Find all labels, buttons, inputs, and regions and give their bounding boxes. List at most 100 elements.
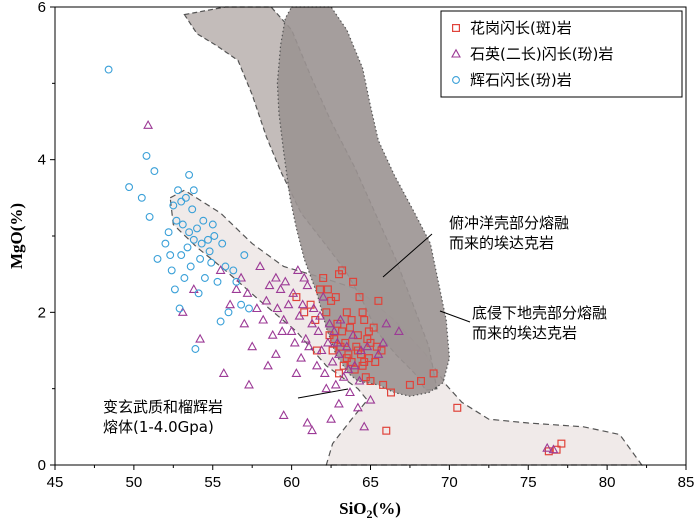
point-triangle	[321, 383, 332, 393]
point-square	[342, 308, 351, 317]
field-metabasalt_amphibolite_melt	[169, 189, 643, 466]
point-triangle	[308, 303, 319, 313]
x-axis-title: SiO2(%)	[339, 499, 401, 521]
point-triangle	[244, 379, 254, 389]
point-square	[371, 358, 380, 367]
point-square	[557, 439, 566, 448]
point-triangle	[359, 421, 370, 431]
point-square	[331, 293, 340, 302]
point-circle	[175, 304, 184, 313]
point-circle	[200, 274, 209, 282]
point-triangle	[548, 444, 559, 454]
point-triangle	[231, 284, 242, 293]
point-triangle	[261, 295, 272, 305]
point-circle	[194, 289, 203, 298]
leader-line-slab	[382, 233, 433, 278]
point-circle	[205, 247, 214, 256]
annotation-lower_crust: 底侵下地壳部分熔融而来的埃达克岩	[472, 304, 607, 342]
point-circle	[161, 239, 170, 248]
point-triangle	[247, 341, 258, 351]
legend-label: 辉石闪长(玢)岩	[470, 71, 572, 89]
point-triangle	[291, 368, 302, 377]
point-triangle	[278, 314, 289, 324]
point-circle	[210, 232, 219, 240]
annotation-slab: 俯冲洋壳部分熔融而来的埃达克岩	[449, 214, 569, 252]
point-square	[338, 327, 347, 336]
point-circle	[183, 243, 192, 252]
point-triangle	[381, 318, 392, 328]
point-square	[349, 277, 358, 286]
point-triangle	[304, 341, 314, 351]
point-circle	[185, 170, 194, 179]
point-square	[429, 369, 438, 378]
point-triangle	[264, 280, 275, 290]
y-tick-label: 4	[38, 152, 46, 169]
point-triangle	[225, 299, 236, 309]
x-tick-label: 55	[204, 474, 221, 491]
point-triangle	[326, 413, 337, 423]
x-tick-label: 85	[678, 474, 695, 491]
point-circle	[189, 186, 198, 195]
point-circle	[229, 266, 238, 275]
point-square	[346, 323, 355, 332]
point-circle	[145, 212, 154, 221]
point-triangle	[294, 310, 305, 320]
point-circle	[207, 258, 216, 267]
point-circle	[137, 193, 146, 202]
point-triangle	[307, 425, 318, 435]
point-circle	[150, 167, 159, 176]
point-triangle	[300, 333, 311, 343]
point-triangle	[236, 272, 247, 282]
point-circle	[125, 183, 134, 192]
point-circle	[193, 224, 201, 233]
point-triangle	[378, 337, 389, 347]
point-triangle	[332, 337, 343, 347]
point-square	[379, 380, 388, 389]
point-square	[322, 308, 331, 317]
point-circle	[167, 266, 176, 275]
y-tick-label: 0	[38, 457, 46, 474]
point-square	[405, 380, 414, 389]
point-triangle	[319, 368, 330, 377]
point-triangle	[263, 360, 273, 370]
point-triangle	[188, 284, 199, 293]
point-triangle	[307, 318, 318, 328]
point-triangle	[352, 402, 363, 412]
point-circle	[224, 308, 233, 317]
point-circle	[174, 186, 182, 195]
point-square	[453, 403, 462, 412]
point-triangle	[299, 272, 310, 282]
point-triangle	[280, 276, 291, 286]
point-circle	[196, 254, 205, 263]
point-circle	[191, 345, 200, 353]
point-square	[339, 361, 348, 370]
point-triangle	[348, 329, 359, 339]
legend-label: 石英(二长)闪长(玢)岩	[470, 45, 613, 63]
leader-line-lower_crust	[439, 310, 471, 323]
point-triangle	[313, 326, 324, 335]
point-triangle	[288, 287, 299, 297]
point-square	[387, 388, 396, 397]
point-square	[358, 308, 367, 317]
point-triangle	[311, 360, 322, 370]
point-circle	[169, 201, 178, 210]
point-square	[335, 369, 344, 378]
y-tick-label: 2	[38, 304, 46, 321]
legend-box	[440, 10, 683, 98]
point-triangle	[278, 410, 289, 419]
x-tick-label: 60	[283, 474, 300, 491]
point-triangle	[289, 337, 300, 347]
x-tick-label: 75	[520, 474, 537, 491]
point-triangle	[329, 326, 340, 335]
point-triangle	[302, 280, 313, 290]
point-triangle	[218, 368, 229, 377]
point-triangle	[272, 303, 283, 313]
point-triangle	[354, 375, 365, 385]
x-tick-label: 65	[362, 474, 379, 491]
point-triangle	[297, 299, 308, 309]
point-circle	[142, 151, 151, 160]
point-triangle	[267, 329, 278, 339]
point-square	[347, 316, 356, 325]
